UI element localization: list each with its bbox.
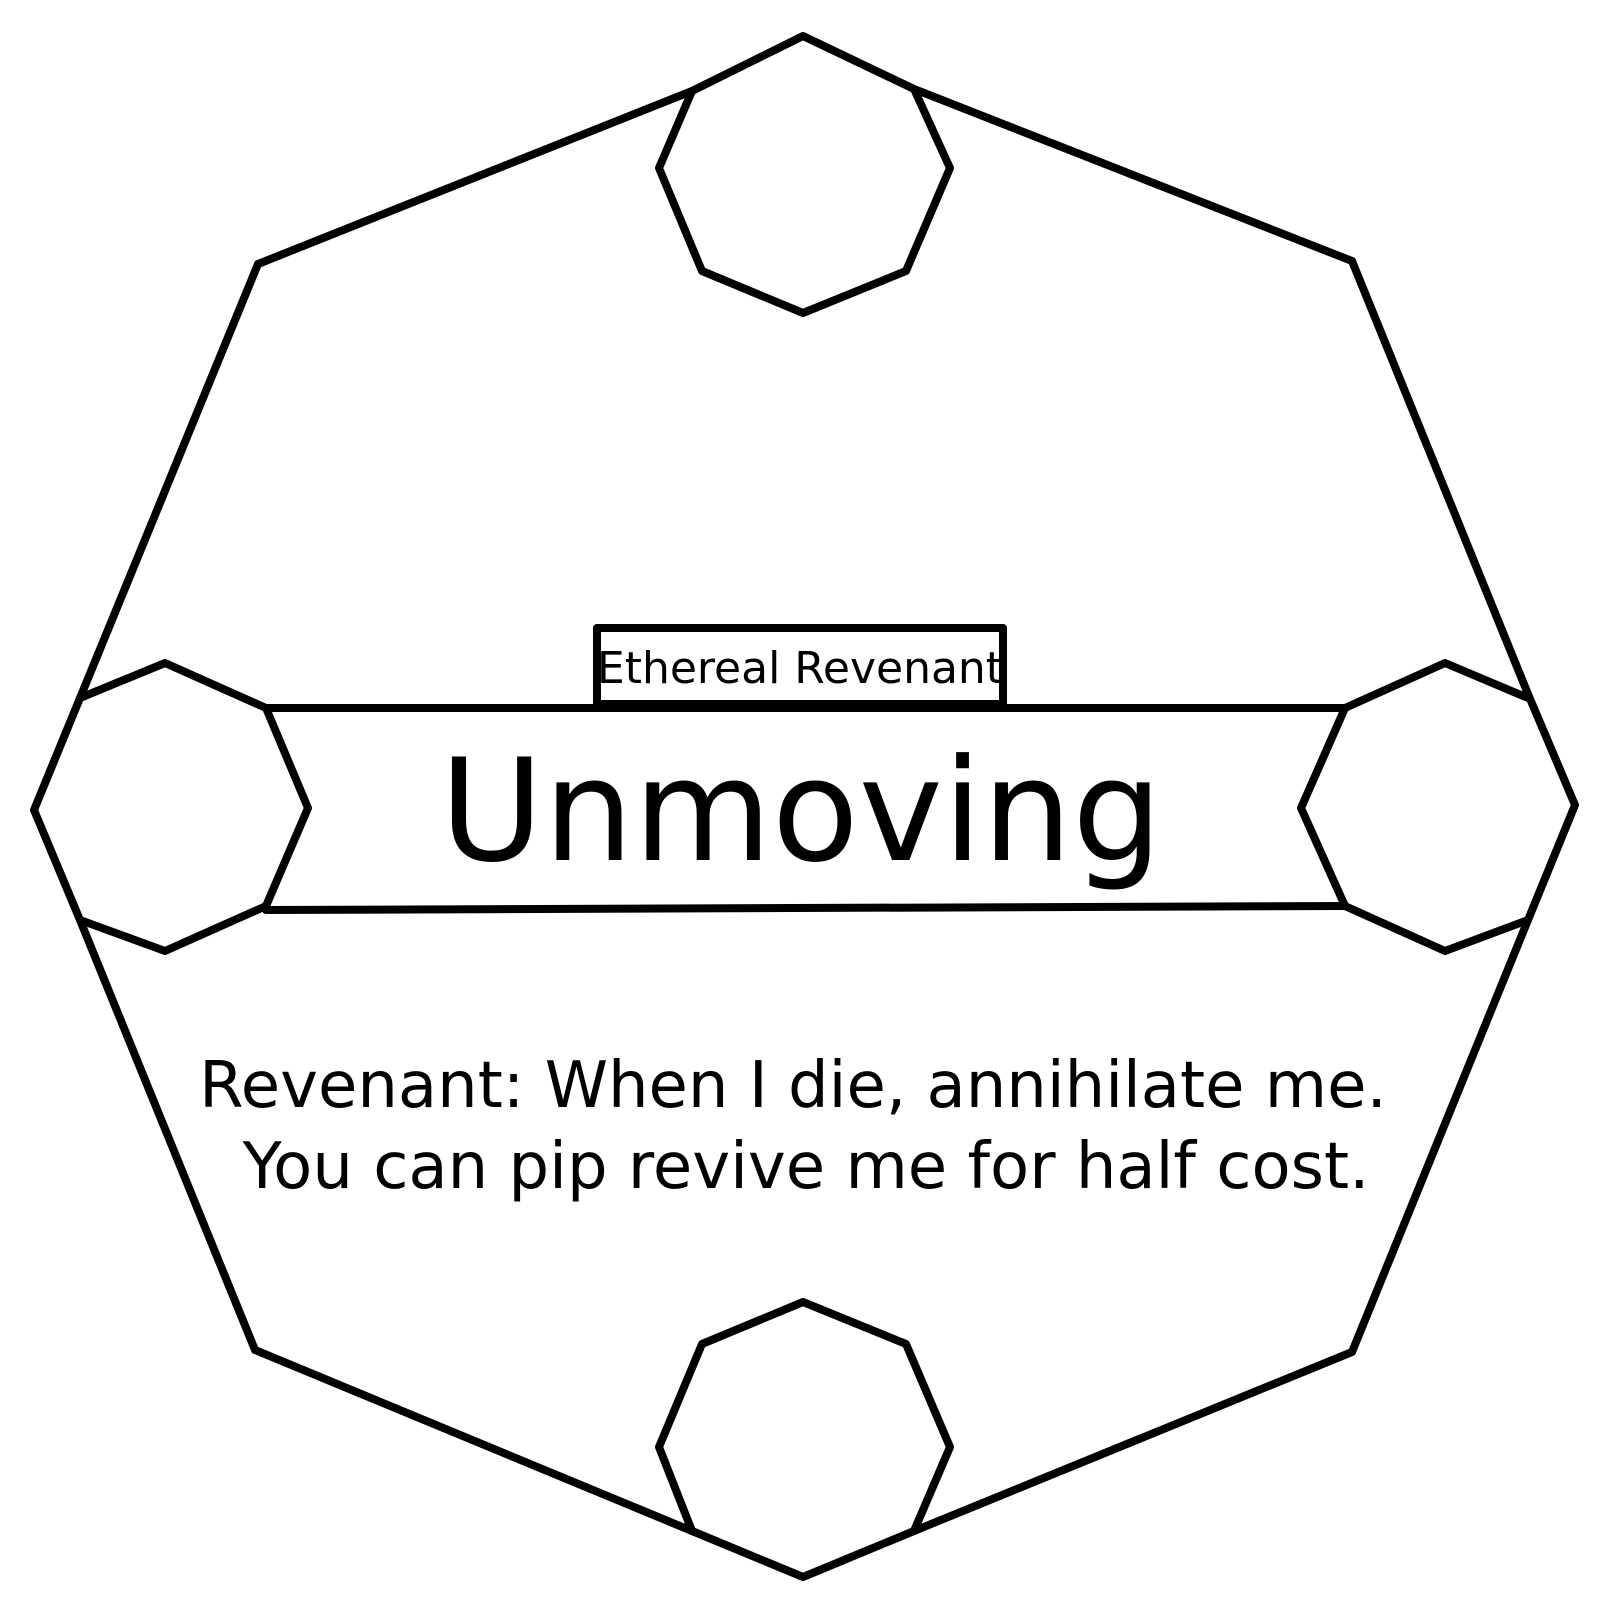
rules-keyword: Revenant: bbox=[199, 1049, 524, 1123]
name-banner: Unmoving bbox=[262, 704, 1349, 914]
card-subtype: Ethereal Revenant bbox=[597, 643, 1003, 694]
rules-line-1-text: When I die, annihilate me. bbox=[524, 1049, 1387, 1123]
rules-text-block: Revenant: When I die, annihilate me. You… bbox=[199, 1049, 1387, 1204]
card-name: Unmoving bbox=[440, 729, 1163, 894]
rules-line-2: You can pip revive me for half cost. bbox=[242, 1130, 1370, 1204]
top-octagon bbox=[655, 85, 954, 317]
outer-octagon-border bbox=[30, 32, 1579, 1581]
subtype-box: Ethereal Revenant bbox=[593, 624, 1007, 708]
bottom-octagon bbox=[655, 1298, 954, 1535]
right-octagon bbox=[1297, 659, 1532, 955]
rules-line-1: Revenant: When I die, annihilate me. bbox=[199, 1049, 1387, 1123]
left-octagon bbox=[76, 659, 312, 955]
